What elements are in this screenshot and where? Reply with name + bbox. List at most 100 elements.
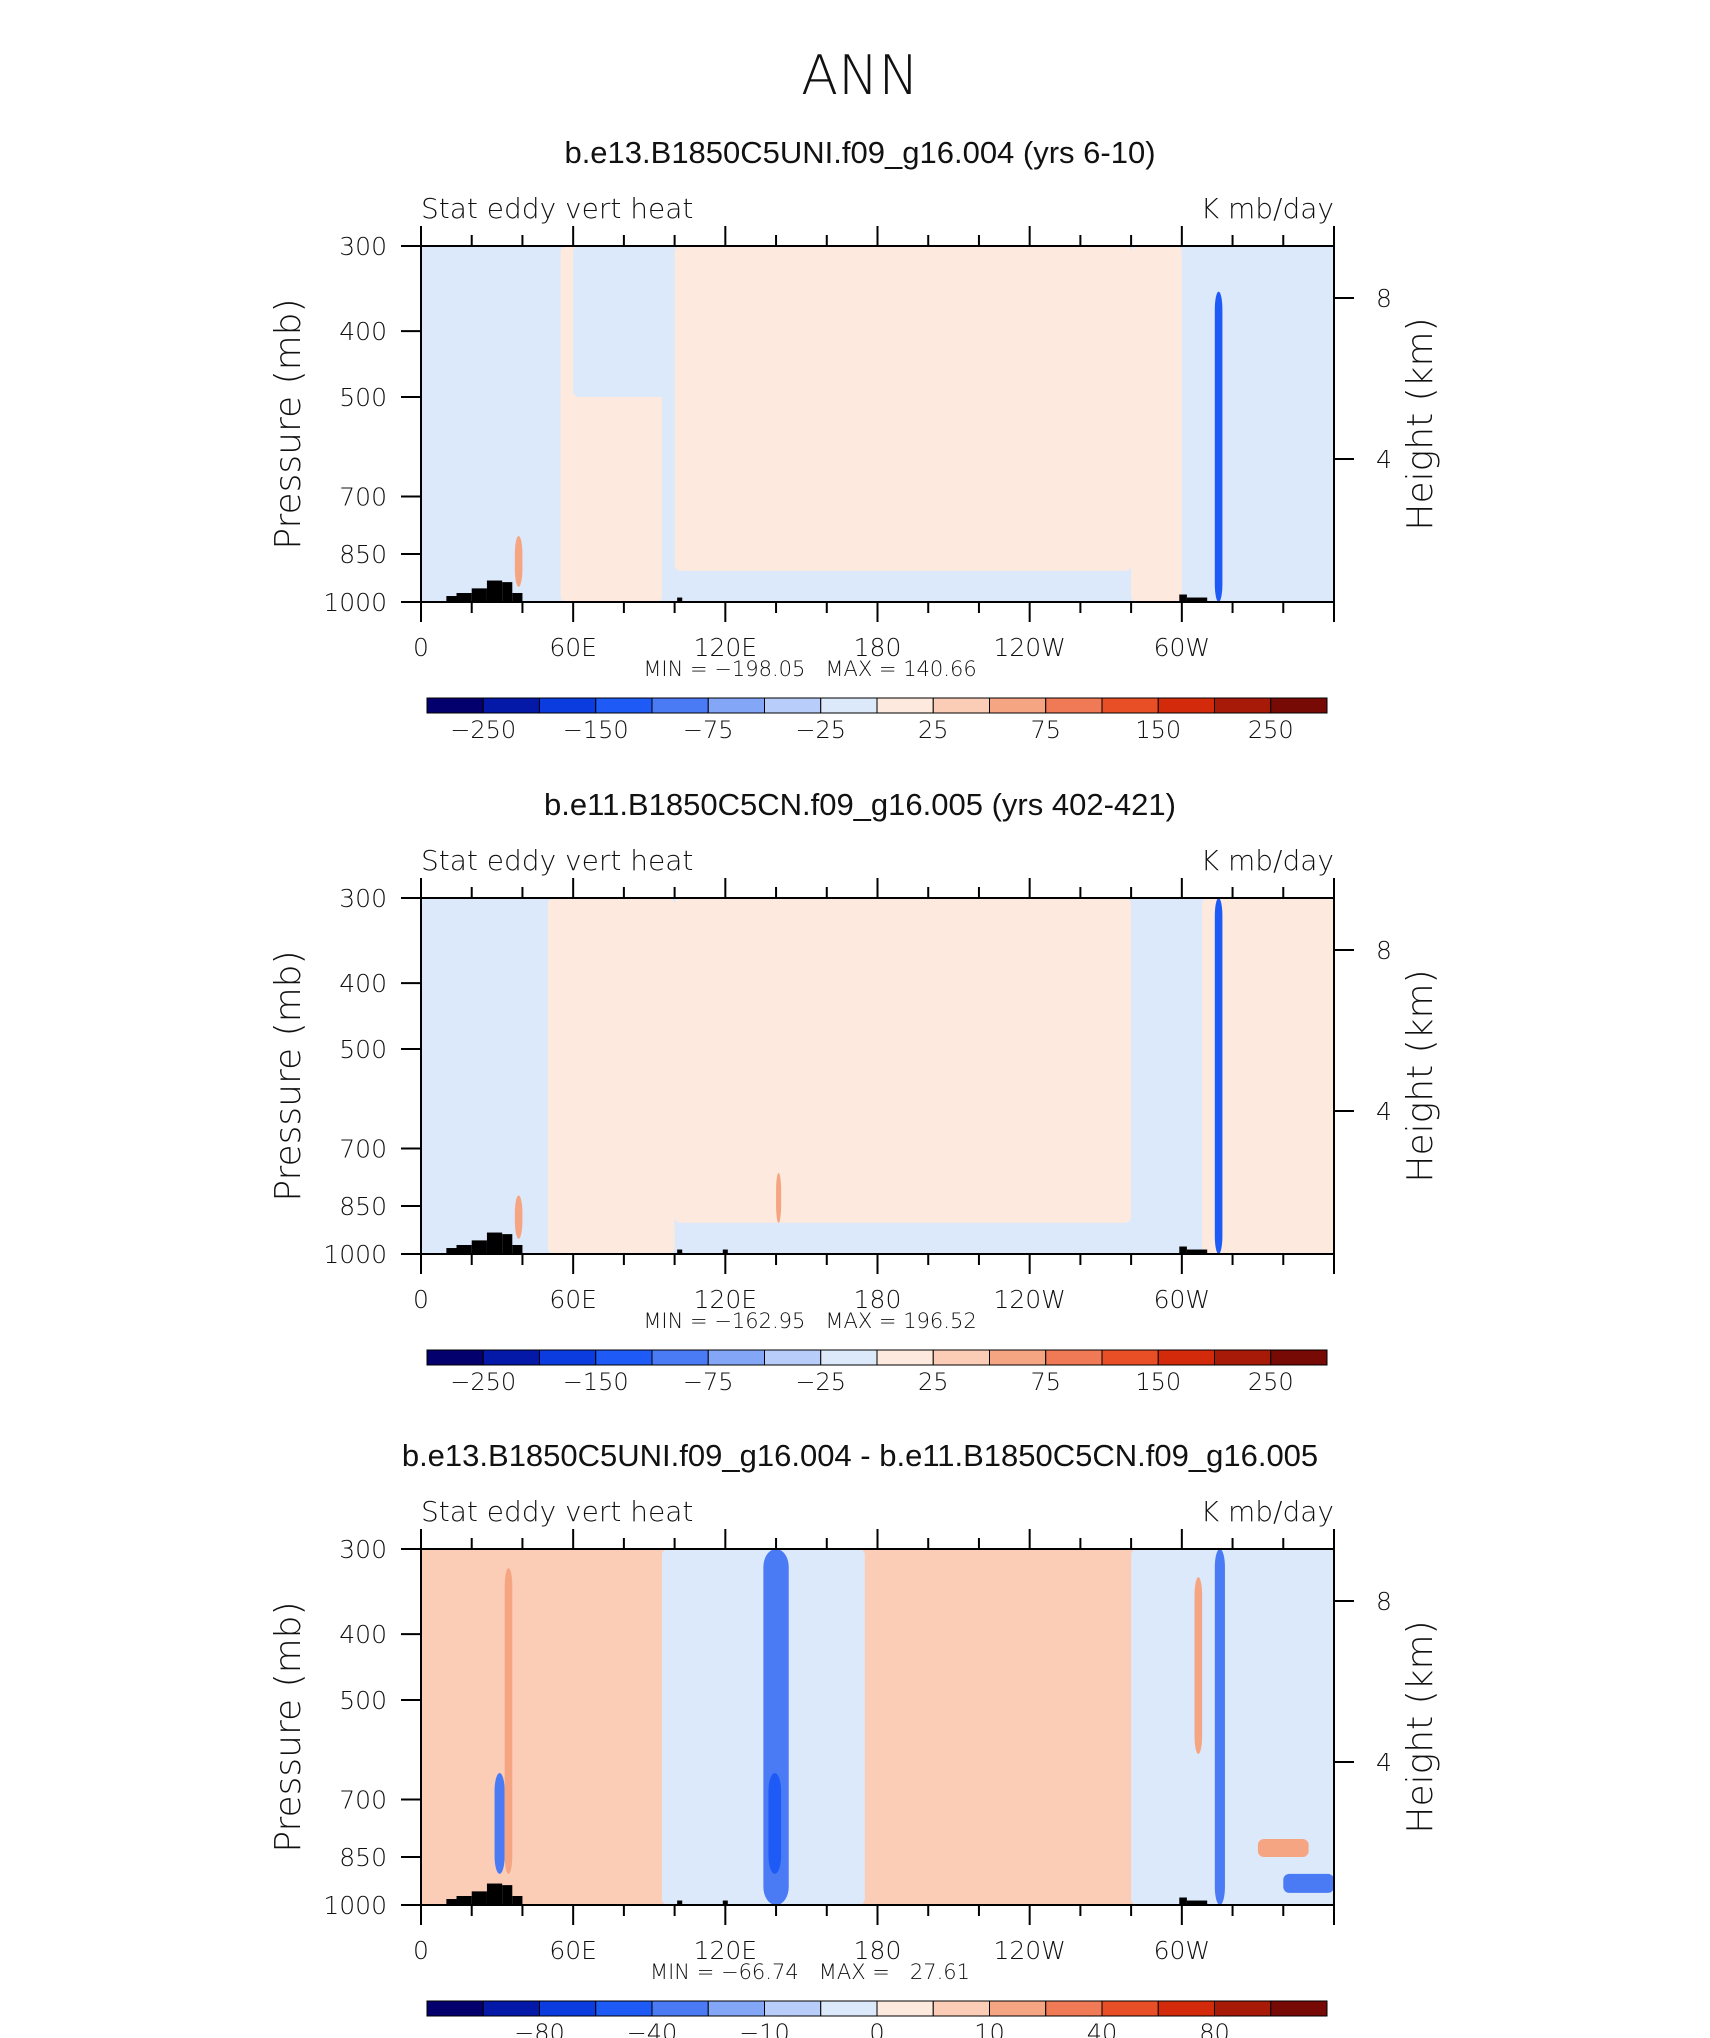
lon-tick-label: 180 [854, 1936, 902, 1965]
panel-subtitle: b.e13.B1850C5UNI.f09_g16.004 (yrs 6-10) [564, 135, 1155, 170]
variable-label: Stat eddy vert heat [421, 1495, 693, 1528]
colorbar-swatch [707, 2000, 765, 2017]
lon-tick-label: 120W [993, 1285, 1065, 1314]
panel-3: b.e13.B1850C5UNI.f09_g16.004 - b.e11.B18… [268, 1438, 1441, 2038]
pressure-tick-label: 300 [339, 232, 387, 261]
lon-tick-label: 0 [413, 633, 429, 662]
colorbar-label: −10 [739, 2019, 790, 2038]
colorbar-label: −80 [514, 2019, 565, 2038]
topography [1186, 1900, 1208, 1905]
contour-region [768, 1773, 782, 1874]
colorbar-swatch [1045, 2000, 1103, 2017]
colorbar-label: 250 [1248, 1368, 1294, 1396]
pressure-tick-label: 1000 [323, 1891, 387, 1920]
topography [722, 1249, 728, 1254]
pressure-tick-label: 300 [339, 1535, 387, 1564]
colorbar-label: 75 [1030, 1368, 1061, 1396]
colorbar-label: 25 [918, 1368, 949, 1396]
lon-tick-label: 120E [694, 1285, 758, 1314]
colorbar-swatch [764, 1349, 822, 1366]
y-axis-right-label: Height (km) [1400, 969, 1441, 1182]
topography [722, 1900, 728, 1905]
pressure-tick-label: 700 [339, 1786, 387, 1815]
units-label: K mb/day [1201, 844, 1334, 877]
colorbar-swatch [426, 1349, 484, 1366]
contour-region [514, 536, 523, 587]
colorbar-swatch [932, 1349, 990, 1366]
topography [1179, 1897, 1187, 1905]
colorbar-swatch [989, 697, 1047, 714]
colorbar-swatch [820, 697, 878, 714]
height-tick-label: 8 [1376, 1587, 1392, 1616]
contour-region [674, 898, 1132, 1223]
variable-label: Stat eddy vert heat [421, 192, 693, 225]
panel-subtitle: b.e11.B1850C5CN.f09_g16.005 (yrs 402-421… [544, 787, 1176, 822]
colorbar-swatch [595, 1349, 653, 1366]
contour-region [1181, 246, 1334, 602]
contour-region [1194, 1577, 1203, 1754]
colorbar-label: −150 [563, 1368, 629, 1396]
colorbar-swatch [1157, 1349, 1215, 1366]
contour-region [674, 570, 1132, 602]
colorbar-swatch [1270, 697, 1328, 714]
contour-region [514, 1195, 523, 1239]
y-axis-right-label: Height (km) [1400, 317, 1441, 530]
colorbar-swatch [651, 697, 709, 714]
colorbar-swatch [1157, 2000, 1215, 2017]
colorbar-swatch [932, 2000, 990, 2017]
colorbar-swatch [820, 1349, 878, 1366]
contour-region [1131, 1549, 1334, 1905]
colorbar-swatch [595, 2000, 653, 2017]
colorbar-swatch [482, 1349, 540, 1366]
lon-tick-label: 60E [549, 1936, 597, 1965]
contour-field [421, 246, 1334, 602]
height-tick-label: 4 [1376, 1748, 1392, 1777]
colorbar-swatch [539, 697, 597, 714]
topography [1179, 1246, 1187, 1254]
figure-title: ANN [801, 44, 919, 107]
lon-tick-label: 60E [549, 633, 597, 662]
topography [456, 1244, 472, 1254]
min-max-stats: MIN = −66.74 MAX = 27.61 [650, 1960, 970, 1984]
contour-field [421, 1549, 1334, 1905]
height-tick-label: 8 [1376, 284, 1392, 313]
topography [446, 1899, 457, 1905]
pressure-tick-label: 850 [339, 1843, 387, 1872]
lon-tick-label: 180 [854, 1285, 902, 1314]
colorbar-swatch [651, 1349, 709, 1366]
colorbar-label: 0 [869, 2019, 884, 2038]
contour-region [1214, 1549, 1225, 1905]
colorbar-swatch [1157, 697, 1215, 714]
contour-region [1214, 291, 1223, 602]
colorbar-swatch [1214, 1349, 1272, 1366]
colorbar-swatch [1270, 2000, 1328, 2017]
pressure-tick-label: 400 [339, 969, 387, 998]
colorbar-swatch [426, 697, 484, 714]
colorbar-swatch [482, 2000, 540, 2017]
topography [471, 1891, 487, 1905]
variable-label: Stat eddy vert heat [421, 844, 693, 877]
colorbar-label: −40 [627, 2019, 678, 2038]
colorbar-swatch [1101, 1349, 1159, 1366]
colorbar-swatch [932, 697, 990, 714]
colorbar-swatch [820, 2000, 878, 2017]
lon-tick-label: 0 [413, 1936, 429, 1965]
lon-tick-label: 60W [1154, 1936, 1211, 1965]
lon-tick-label: 0 [413, 1285, 429, 1314]
colorbar-label: −75 [683, 1368, 734, 1396]
topography [512, 592, 523, 602]
lon-tick-label: 120W [993, 633, 1065, 662]
topography [1179, 594, 1187, 602]
topography [486, 580, 503, 602]
y-axis-label: Pressure (mb) [268, 950, 309, 1201]
min-max-stats: MIN = −162.95 MAX = 196.52 [643, 1309, 976, 1333]
topography [1186, 597, 1208, 602]
colorbar-label: 75 [1030, 716, 1061, 744]
contour-region [494, 1773, 505, 1874]
colorbar-swatch [539, 1349, 597, 1366]
colorbar: −250 −150 −75 −25 25 75 150 250 [426, 697, 1328, 744]
min-max-stats: MIN = −198.05 MAX = 140.66 [643, 657, 976, 681]
pressure-tick-label: 500 [339, 383, 387, 412]
topography [677, 597, 683, 602]
contour-field [421, 898, 1334, 1254]
